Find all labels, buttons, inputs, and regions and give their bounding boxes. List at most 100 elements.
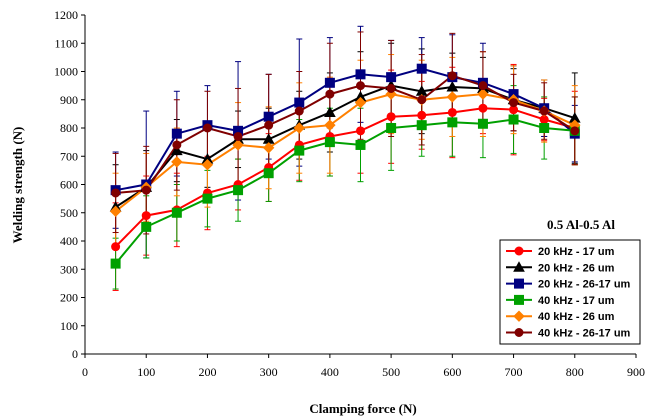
y-tick-label: 300 <box>60 262 78 276</box>
y-tick-label: 100 <box>60 319 78 333</box>
data-point <box>232 139 244 151</box>
data-point <box>263 168 274 179</box>
data-point <box>355 69 366 80</box>
data-point <box>262 142 275 154</box>
data-point <box>172 140 182 150</box>
data-point <box>110 258 121 269</box>
data-point <box>141 185 151 195</box>
data-point <box>477 88 489 100</box>
data-point <box>446 91 459 103</box>
legend-label: 20 kHz - 17 um <box>538 246 615 258</box>
data-point <box>447 71 457 81</box>
data-point <box>417 110 427 120</box>
data-point <box>508 114 519 125</box>
x-tick-label: 900 <box>627 365 645 379</box>
legend: 20 kHz - 17 um 20 kHz - 26 um 20 kHz - 26-… <box>499 239 641 345</box>
data-point <box>447 117 458 128</box>
series-markers <box>109 63 581 269</box>
x-tick-label: 600 <box>443 365 461 379</box>
legend-marker <box>513 310 525 322</box>
data-point <box>111 242 121 252</box>
legend-label: 40 kHz - 26 um <box>538 311 615 323</box>
data-point <box>416 120 427 131</box>
series-line <box>114 107 576 248</box>
data-point <box>201 159 214 171</box>
data-point <box>109 205 122 218</box>
y-tick-label: 700 <box>60 149 78 163</box>
data-point <box>171 128 182 139</box>
data-point <box>416 63 427 74</box>
y-axis-ticks: 0 100 200 300 400 500 600 700 800 900 1000 1100 1200 <box>54 8 85 361</box>
data-point <box>294 145 305 156</box>
x-axis-title: Clamping force (N) <box>309 401 416 416</box>
series-line <box>115 67 576 192</box>
legend-label: 40 kHz - 17 um <box>538 295 615 307</box>
data-point <box>477 118 488 129</box>
data-point <box>233 131 243 141</box>
y-axis-title: Welding strength (N) <box>10 127 25 244</box>
y-tick-label: 0 <box>72 347 78 361</box>
series-line <box>115 84 576 208</box>
x-tick-label: 500 <box>382 365 400 379</box>
data-point <box>111 188 121 198</box>
legend-marker <box>514 294 524 305</box>
data-point <box>294 97 305 108</box>
y-tick-label: 1000 <box>54 65 78 79</box>
data-point <box>509 98 519 108</box>
y-tick-label: 200 <box>60 291 78 305</box>
x-tick-label: 400 <box>321 365 339 379</box>
y-tick-label: 800 <box>60 121 78 135</box>
data-point <box>539 106 549 116</box>
legend-label: 20 kHz - 26 um <box>538 262 615 274</box>
x-tick-label: 700 <box>505 365 523 379</box>
data-point <box>324 106 336 117</box>
data-point <box>324 77 335 88</box>
legend-marker <box>514 278 524 289</box>
y-tick-label: 900 <box>60 93 78 107</box>
data-point <box>202 193 213 204</box>
x-tick-label: 200 <box>198 365 216 379</box>
data-point <box>264 120 274 130</box>
chart-annotation: 0.5 Al-0.5 Al <box>547 217 615 232</box>
data-point <box>570 126 580 136</box>
x-tick-label: 800 <box>566 365 584 379</box>
data-point <box>478 103 488 113</box>
y-tick-label: 600 <box>60 178 78 192</box>
data-point <box>233 185 244 196</box>
data-point <box>141 221 152 232</box>
data-point <box>447 107 457 117</box>
data-point <box>324 119 336 131</box>
series-line <box>114 118 575 265</box>
x-tick-label: 100 <box>137 365 155 379</box>
x-axis-ticks: 0 100 200 300 400 500 600 700 800 900 <box>82 354 645 379</box>
data-point <box>293 122 305 134</box>
data-point <box>417 95 427 105</box>
legend-box <box>499 239 641 345</box>
data-point <box>539 123 550 133</box>
data-point <box>386 123 397 133</box>
data-point <box>171 207 182 218</box>
series-lines <box>114 67 576 265</box>
data-point <box>356 126 365 136</box>
legend-label: 20 kHz - 26-17 um <box>538 279 631 291</box>
data-point <box>478 81 488 91</box>
data-point <box>324 137 335 148</box>
data-point <box>294 106 304 116</box>
data-point <box>386 112 396 122</box>
data-point <box>202 123 212 133</box>
data-point <box>386 83 396 93</box>
y-tick-label: 1100 <box>54 36 78 50</box>
data-point <box>171 156 183 168</box>
y-tick-label: 400 <box>60 234 78 248</box>
y-tick-label: 500 <box>60 206 78 220</box>
data-point <box>446 81 459 92</box>
x-tick-label: 300 <box>260 365 278 379</box>
data-point <box>141 211 151 221</box>
y-tick-label: 1200 <box>54 8 78 22</box>
data-point <box>354 96 367 109</box>
data-point <box>263 111 274 122</box>
data-point <box>325 89 335 99</box>
data-point <box>355 139 366 150</box>
legend-label: 40 kHz - 26-17 um <box>538 328 631 340</box>
